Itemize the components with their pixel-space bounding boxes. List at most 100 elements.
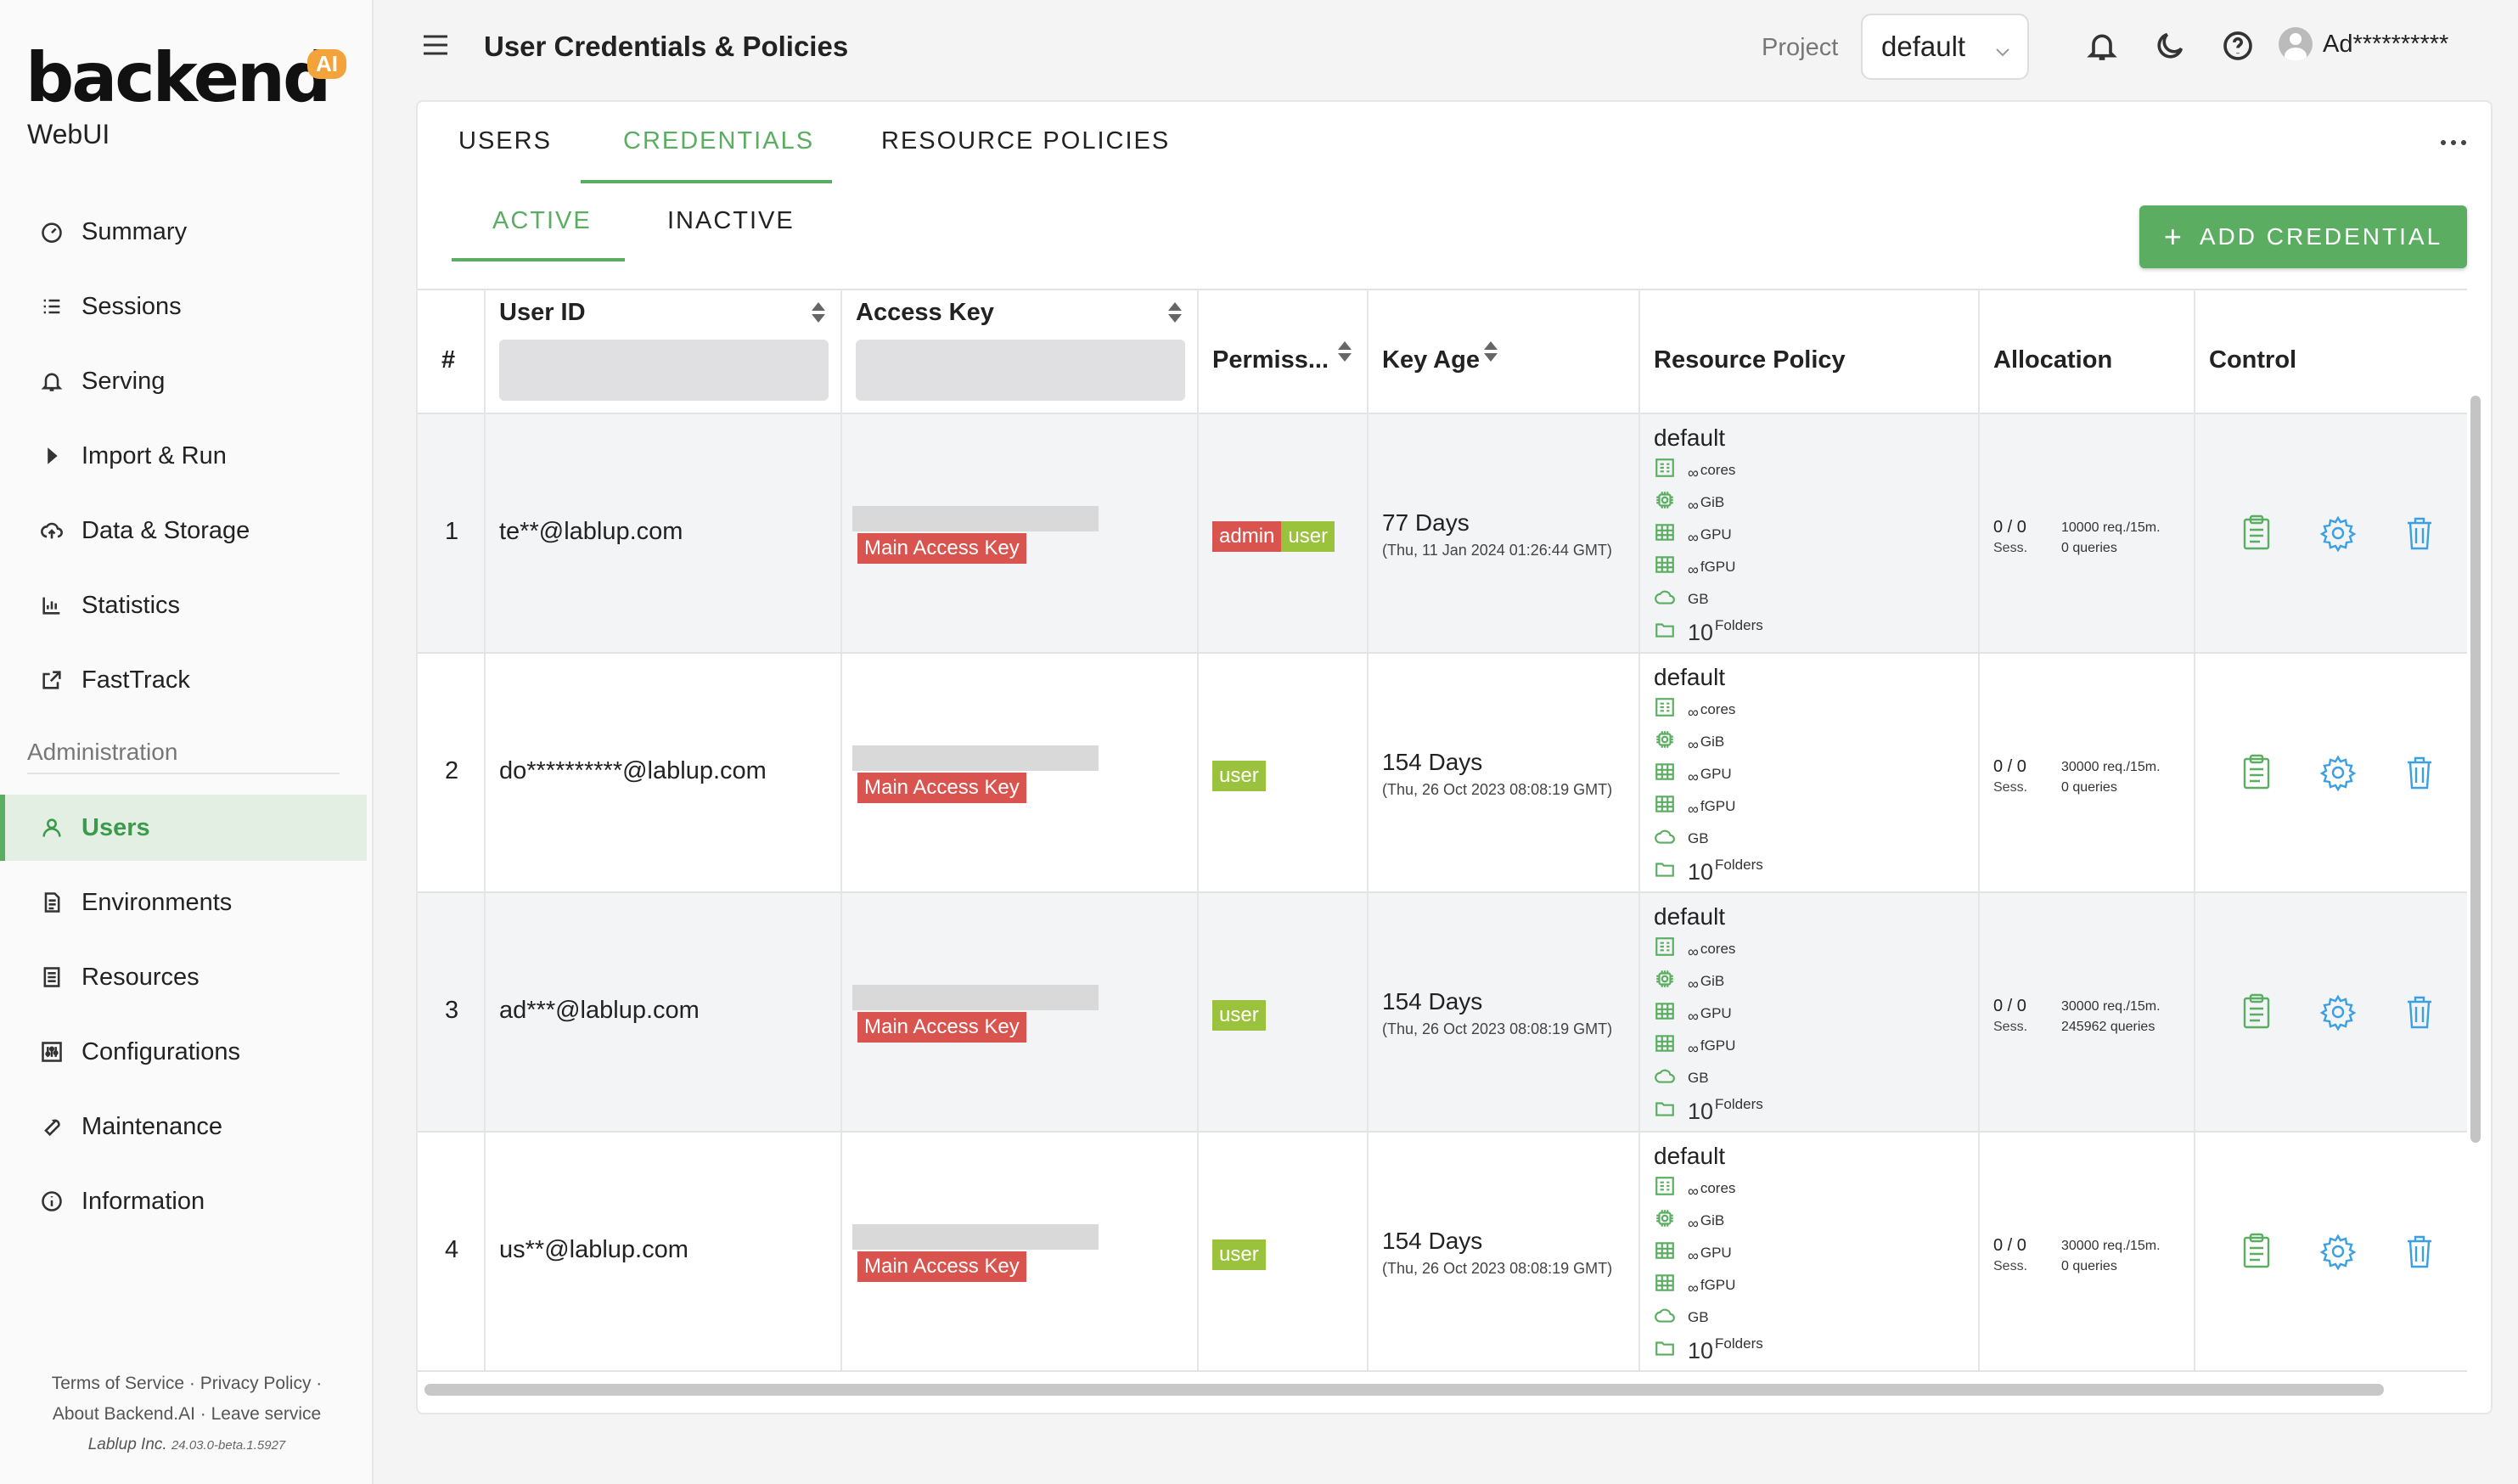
vertical-scrollbar[interactable] [2470,396,2481,1143]
cell-control [2195,1133,2467,1370]
settings-icon[interactable] [2318,992,2358,1032]
sort-icon[interactable] [1338,341,1352,363]
bar-chart-icon [39,593,65,618]
delete-icon[interactable] [2399,752,2440,793]
settings-icon[interactable] [2318,752,2358,793]
session-label: Sess. [1993,1259,2028,1273]
fgpu-icon [1654,793,1676,815]
clipboard-icon[interactable] [2236,1231,2277,1272]
about-link[interactable]: About Backend.AI [52,1404,195,1424]
session-count: 0 / 0 [1993,1236,2026,1255]
fgpu-icon [1654,1032,1676,1054]
policy-memory: ∞ GiB [1654,968,1724,992]
delete-icon[interactable] [2399,1231,2440,1272]
tab-resource-policies[interactable]: RESOURCE POLICIES [881,127,1171,155]
settings-icon[interactable] [2318,1231,2358,1272]
unit-gib: GiB [1700,494,1725,510]
project-select[interactable]: default [1861,14,2029,80]
policy-storage: GB [1654,1304,1709,1326]
sidebar-item-summary[interactable]: Summary [0,199,367,265]
cell-key-age: 154 Days (Thu, 26 Oct 2023 08:08:19 GMT) [1369,1133,1640,1370]
clipboard-icon[interactable] [2236,513,2277,554]
sidebar-item-resources[interactable]: Resources [0,944,367,1010]
main-access-key-badge: Main Access Key [857,1012,1026,1043]
unit-gb: GB [1688,830,1709,846]
user-id-filter-input[interactable] [499,340,829,401]
user-menu[interactable]: Ad********** [2279,27,2448,61]
gpu-icon [1654,521,1676,543]
avatar [2279,27,2313,61]
cell-user-id: te**@lablup.com [486,414,842,652]
privacy-link[interactable]: Privacy Policy [200,1374,312,1393]
sidebar-item-fasttrack[interactable]: FastTrack [0,647,367,713]
user-role-badge: user [1212,1000,1266,1031]
notification-bell-icon[interactable] [2085,29,2119,63]
sidebar-item-environments[interactable]: Environments [0,869,367,936]
logo-word: backend [25,38,331,117]
access-key-filter-input[interactable] [856,340,1185,401]
infinity-sign: ∞ [1688,1008,1699,1025]
user-id: ad***@lablup.com [499,997,700,1024]
sort-icon[interactable] [1484,341,1498,363]
header-access-key[interactable]: Access Key [842,290,1199,414]
cell-allocation: 0 / 0 Sess. 30000 req./15m. 245962 queries [1980,893,2195,1131]
sidebar-item-maintenance[interactable]: Maintenance [0,1093,367,1160]
row-index: 2 [445,757,459,784]
unit-gib: GiB [1700,1212,1725,1228]
delete-icon[interactable] [2399,513,2440,554]
add-credential-button[interactable]: + ADD CREDENTIAL [2139,205,2467,268]
policy-fgpu: ∞ fGPU [1654,793,1735,818]
fgpu-icon [1654,554,1676,576]
cell-index: 4 [418,1133,486,1370]
help-icon[interactable] [2221,29,2255,63]
infinity-sign: ∞ [1688,1215,1699,1232]
tab-users[interactable]: USERS [458,127,552,155]
sidebar-item-label: Summary [81,217,188,245]
settings-icon[interactable] [2318,513,2358,554]
sidebar-item-data-storage[interactable]: Data & Storage [0,497,367,564]
tab-credentials[interactable]: CREDENTIALS [623,127,815,155]
sidebar-item-import-run[interactable]: Import & Run [0,423,367,489]
header-key-age[interactable]: Key Age [1369,290,1640,414]
session-count: 0 / 0 [1993,997,2026,1015]
leave-service-link[interactable]: Leave service [211,1404,322,1424]
sidebar-item-label: Sessions [81,292,182,320]
sort-icon[interactable] [812,302,825,324]
permission-badges: user [1212,1239,1266,1270]
sort-icon[interactable] [1168,302,1182,324]
header-permission[interactable]: Permiss... [1199,290,1369,414]
policy-fgpu: ∞ fGPU [1654,554,1735,578]
menu-icon[interactable] [421,31,450,59]
more-options-icon[interactable] [2437,136,2470,149]
sidebar-item-sessions[interactable]: Sessions [0,273,367,340]
infinity-sign: ∞ [1688,975,1699,992]
subtab-active[interactable]: ACTIVE [492,207,592,234]
subtab-inactive[interactable]: INACTIVE [667,207,795,234]
sidebar-item-users[interactable]: Users [0,795,367,861]
row-index: 3 [445,997,459,1024]
file-icon [39,890,65,915]
clipboard-icon[interactable] [2236,992,2277,1032]
policy-folders: 10 Folders [1654,1093,1763,1124]
sidebar-item-label: Statistics [81,591,181,619]
sidebar-item-label: Configurations [81,1037,240,1065]
gpu-icon [1654,1000,1676,1022]
dark-mode-moon-icon[interactable] [2153,29,2187,63]
horizontal-scrollbar[interactable] [424,1384,2384,1396]
sidebar-item-information[interactable]: Information [0,1168,367,1234]
key-age: 154 Days (Thu, 26 Oct 2023 08:08:19 GMT) [1382,749,1612,799]
resource-policy-name: default [1654,424,1726,451]
sidebar-item-configurations[interactable]: Configurations [0,1019,367,1085]
sidebar-item-serving[interactable]: Serving [0,348,367,414]
main-access-key-badge: Main Access Key [857,533,1026,564]
unit-cores: cores [1700,701,1736,717]
terms-link[interactable]: Terms of Service [51,1374,185,1393]
policy-gpu: ∞ GPU [1654,761,1732,785]
delete-icon[interactable] [2399,992,2440,1032]
unit-gpu: GPU [1700,1005,1732,1021]
header-user-id[interactable]: User ID [486,290,842,414]
logo[interactable]: backend AI WebUI [25,38,346,150]
clipboard-icon[interactable] [2236,752,2277,793]
sidebar-item-statistics[interactable]: Statistics [0,572,367,638]
policy-storage: GB [1654,586,1709,608]
